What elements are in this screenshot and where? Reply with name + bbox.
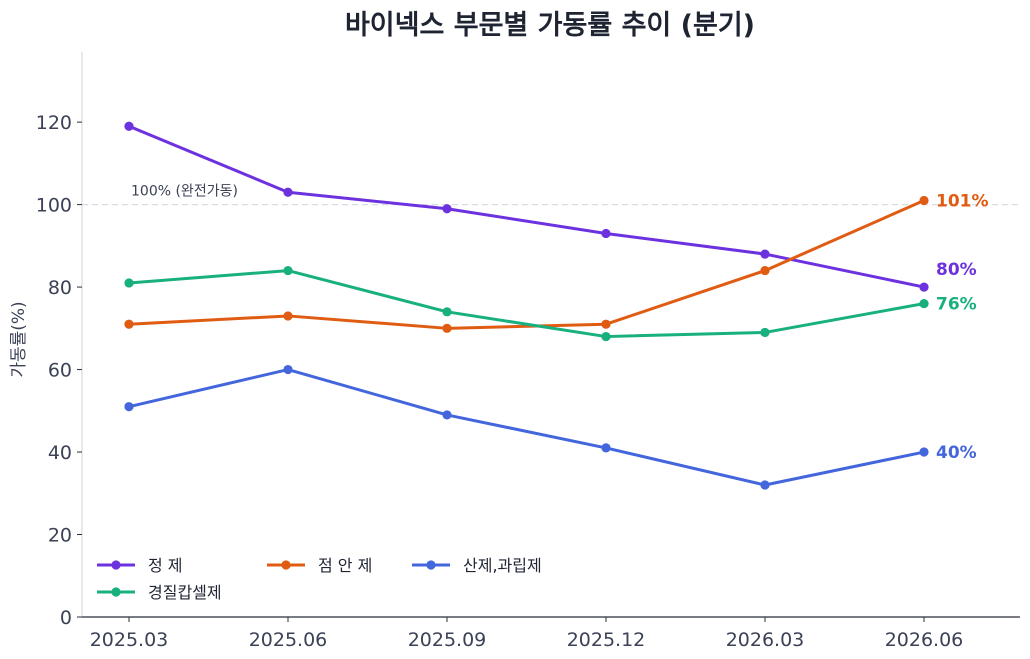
legend-label: 경질캅셀제 xyxy=(148,583,222,602)
series-1: 101% xyxy=(124,191,989,333)
y-axis-label: 가동률(%) xyxy=(9,301,29,377)
data-point xyxy=(760,327,770,338)
data-point xyxy=(919,298,929,309)
x-tick-label: 2026.03 xyxy=(726,629,805,651)
series-line xyxy=(127,198,926,330)
data-point xyxy=(601,443,611,453)
legend-item: 경질캅셀제 xyxy=(97,583,222,602)
data-point xyxy=(283,311,293,321)
data-point xyxy=(124,278,134,288)
data-point xyxy=(283,265,293,276)
series-2: 40% xyxy=(124,364,977,490)
end-value-label: 76% xyxy=(936,295,977,315)
x-tick-label: 2025.09 xyxy=(408,629,487,651)
legend-item: 점 안 제 xyxy=(267,556,372,575)
y-tick-label: 0 xyxy=(60,607,72,629)
legend-label: 정 제 xyxy=(148,556,183,575)
data-point xyxy=(601,228,611,239)
data-point xyxy=(442,410,452,420)
x-tick-label: 2025.03 xyxy=(90,629,169,651)
data-point xyxy=(124,402,134,412)
x-tick-label: 2026.06 xyxy=(885,629,964,651)
series-0: 80% xyxy=(124,121,977,292)
data-point xyxy=(124,121,134,131)
series-line xyxy=(127,368,926,487)
data-point xyxy=(442,307,452,317)
data-point xyxy=(442,204,452,214)
legend-swatch-marker xyxy=(426,560,436,570)
y-tick-label: 100 xyxy=(36,195,72,217)
legend-swatch-marker xyxy=(281,560,291,570)
x-tick-label: 2025.06 xyxy=(249,629,328,651)
data-point xyxy=(601,319,611,329)
series-line xyxy=(127,269,926,339)
end-value-label: 80% xyxy=(936,260,977,280)
data-point xyxy=(283,364,293,375)
series-line xyxy=(127,124,926,289)
x-tick-label: 2025.12 xyxy=(567,629,646,651)
data-point xyxy=(760,249,770,259)
legend-swatch-marker xyxy=(111,587,121,597)
y-tick-label: 80 xyxy=(48,277,72,299)
data-point xyxy=(919,447,929,457)
end-value-label: 101% xyxy=(936,191,989,211)
data-point xyxy=(442,323,452,333)
chart-title: 바이넥스 부문별 가동률 추이 (분기) xyxy=(345,10,755,41)
series-layer: 80% 101% 40% 76% xyxy=(124,121,989,490)
legend-item: 정 제 xyxy=(97,556,183,575)
legend-label: 점 안 제 xyxy=(318,556,372,575)
axes: 0 20 40 60 80 100 120 2025.03 2025.06 2025.09 2025… xyxy=(9,52,1020,651)
reference-line-group: 100% (완전가동) xyxy=(82,184,1020,206)
data-point xyxy=(601,331,611,342)
data-point xyxy=(760,480,770,490)
data-point xyxy=(124,319,134,329)
data-point xyxy=(283,187,293,197)
legend-swatch-marker xyxy=(111,560,121,570)
y-tick-label: 20 xyxy=(48,525,72,547)
legend-label: 산제,과립제 xyxy=(463,556,542,575)
y-tick-label: 60 xyxy=(48,360,72,382)
legend-item: 산제,과립제 xyxy=(412,556,542,575)
reference-line-label: 100% (완전가동) xyxy=(131,184,238,200)
data-point xyxy=(760,265,770,276)
y-tick-label: 120 xyxy=(36,112,72,134)
end-value-label: 40% xyxy=(936,443,977,463)
data-point xyxy=(919,282,929,292)
y-tick-label: 40 xyxy=(48,442,72,464)
data-point xyxy=(919,195,929,206)
series-3: 76% xyxy=(124,265,977,342)
